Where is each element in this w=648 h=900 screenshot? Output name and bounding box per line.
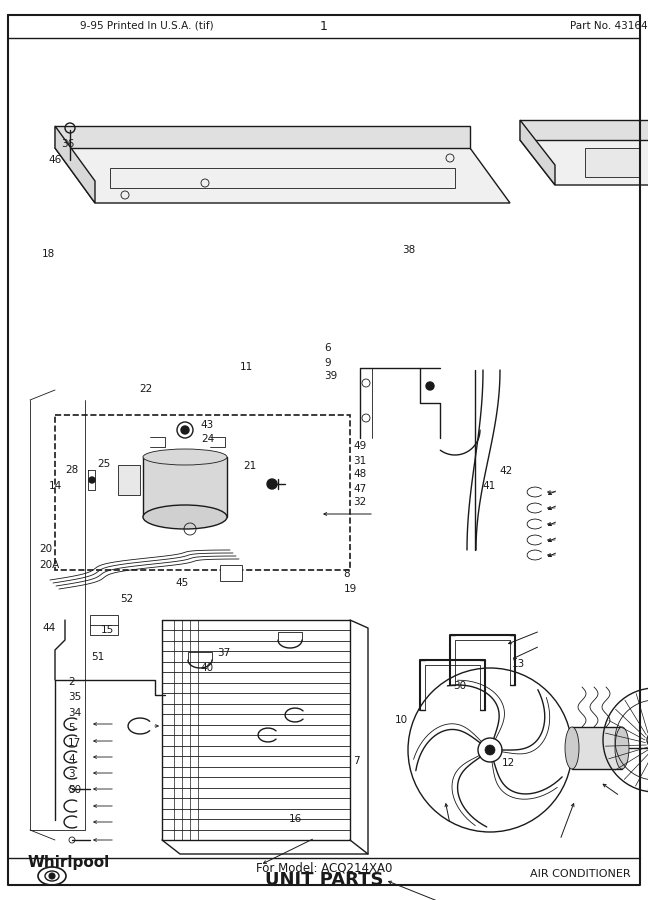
Text: 45: 45	[175, 578, 188, 589]
Text: 34: 34	[68, 707, 81, 718]
Text: 50: 50	[68, 785, 81, 796]
Text: 40: 40	[201, 662, 214, 673]
Text: 9-95 Printed In U.S.A. (tif): 9-95 Printed In U.S.A. (tif)	[80, 21, 214, 31]
Ellipse shape	[565, 727, 579, 769]
Text: 11: 11	[240, 362, 253, 373]
Text: 2: 2	[68, 677, 75, 688]
Polygon shape	[55, 126, 470, 148]
Text: 31: 31	[353, 455, 366, 466]
Text: 17: 17	[68, 738, 81, 749]
Text: 30: 30	[454, 680, 467, 691]
Text: 8: 8	[343, 569, 350, 580]
Circle shape	[181, 426, 189, 434]
Text: 52: 52	[120, 593, 133, 604]
Bar	[90, 615, 118, 635]
Text: 37: 37	[217, 647, 230, 658]
Circle shape	[89, 477, 95, 483]
Text: 12: 12	[502, 758, 515, 769]
Polygon shape	[55, 126, 95, 203]
Text: 1: 1	[320, 20, 328, 32]
Text: 3: 3	[68, 769, 75, 779]
Text: 20A: 20A	[39, 560, 59, 571]
Text: 25: 25	[97, 459, 110, 470]
Text: 9: 9	[324, 357, 330, 368]
Circle shape	[426, 382, 434, 390]
Text: 4: 4	[68, 753, 75, 764]
Text: 38: 38	[402, 245, 415, 256]
Bar	[572, 727, 622, 769]
Text: 44: 44	[42, 623, 55, 634]
Text: 16: 16	[288, 814, 301, 824]
Text: 10: 10	[395, 715, 408, 725]
Text: 47: 47	[353, 483, 366, 494]
Ellipse shape	[615, 727, 629, 769]
Bar	[110, 168, 455, 188]
Text: 19: 19	[343, 584, 356, 595]
Text: 48: 48	[353, 469, 366, 480]
Text: 51: 51	[91, 652, 104, 662]
Bar	[585, 148, 640, 177]
Ellipse shape	[49, 873, 55, 879]
Text: 43: 43	[201, 419, 214, 430]
Text: 6: 6	[324, 343, 330, 354]
Text: 7: 7	[353, 755, 360, 766]
Text: 28: 28	[65, 464, 78, 475]
Text: For Model: ACQ214XA0: For Model: ACQ214XA0	[256, 861, 392, 875]
Bar	[143, 457, 227, 517]
Text: Whirlpool: Whirlpool	[28, 856, 110, 870]
Text: 41: 41	[483, 481, 496, 491]
Text: 22: 22	[139, 383, 152, 394]
Circle shape	[485, 745, 495, 755]
Ellipse shape	[143, 505, 227, 529]
Polygon shape	[520, 120, 648, 140]
Text: UNIT PARTS: UNIT PARTS	[265, 871, 383, 889]
Text: 42: 42	[499, 465, 512, 476]
Circle shape	[267, 479, 277, 489]
Text: 13: 13	[512, 659, 525, 670]
Ellipse shape	[143, 449, 227, 465]
Text: 20: 20	[39, 544, 52, 554]
Ellipse shape	[45, 871, 59, 881]
Text: 32: 32	[353, 497, 366, 508]
Text: Part No. 4316487 Rev.A: Part No. 4316487 Rev.A	[570, 21, 648, 31]
Text: 18: 18	[42, 248, 55, 259]
Bar	[118, 465, 140, 495]
Ellipse shape	[38, 867, 66, 885]
Text: 49: 49	[353, 441, 366, 452]
Text: 36: 36	[62, 139, 75, 149]
Text: 24: 24	[201, 434, 214, 445]
Polygon shape	[55, 148, 510, 203]
Text: 35: 35	[68, 692, 81, 703]
Text: AIR CONDITIONER: AIR CONDITIONER	[529, 869, 631, 879]
Polygon shape	[520, 120, 555, 185]
Text: 21: 21	[243, 461, 256, 472]
Text: 15: 15	[100, 625, 113, 635]
Text: 5: 5	[68, 723, 75, 734]
Polygon shape	[520, 140, 648, 185]
Bar	[55, 415, 350, 570]
Text: 46: 46	[49, 155, 62, 166]
Text: 39: 39	[324, 371, 337, 382]
Text: 14: 14	[49, 481, 62, 491]
Bar	[220, 565, 242, 581]
